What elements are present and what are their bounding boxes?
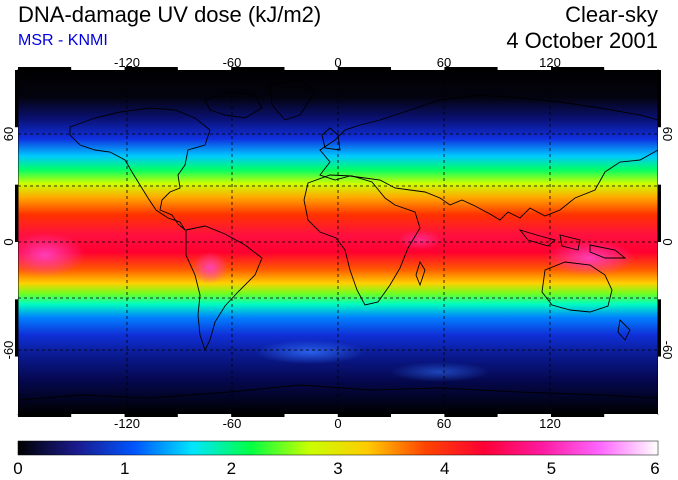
lat-label-right: -60: [660, 341, 675, 360]
frame-tick: [658, 299, 661, 357]
latitude-labels-right: 60 0 -60: [660, 127, 675, 360]
frame-tick: [658, 356, 661, 414]
frame-tick: [284, 414, 338, 417]
frame-tick: [658, 242, 661, 300]
frame-tick: [551, 414, 605, 417]
map-date: 4 October 2001: [506, 28, 658, 53]
frame-tick: [18, 67, 72, 70]
frame-tick: [391, 414, 445, 417]
colorbar-label: 5: [546, 459, 557, 478]
frame-tick: [15, 299, 18, 357]
lon-label-top: 0: [334, 55, 341, 70]
map-frame: [15, 67, 661, 417]
lon-label-bottom: -60: [223, 416, 242, 431]
frame-tick: [177, 414, 232, 417]
colorbar-label: 3: [333, 459, 343, 478]
colorbar-label: 4: [439, 459, 450, 478]
colorbar-label: 6: [650, 459, 660, 478]
colorbar-label: 0: [13, 459, 23, 478]
graticule: [18, 70, 658, 414]
lon-label-top: 120: [539, 55, 561, 70]
frame-tick: [15, 242, 18, 300]
frame-tick: [658, 184, 661, 242]
longitude-labels-bottom: -120 -60 0 60 120: [114, 416, 561, 431]
longitude-labels-top: -120 -60 0 60 120: [114, 55, 561, 70]
frame-tick: [658, 70, 661, 128]
frame-tick: [497, 414, 551, 417]
lat-label-right: 0: [660, 238, 675, 245]
sky-condition: Clear-sky: [565, 2, 658, 27]
lon-label-top: -60: [223, 55, 242, 70]
frame-tick: [391, 67, 445, 70]
frame-tick: [604, 414, 658, 417]
colorbar: [17, 440, 659, 456]
frame-tick: [124, 414, 178, 417]
frame-tick: [551, 67, 605, 70]
frame-tick: [444, 414, 498, 417]
frame-tick: [18, 414, 72, 417]
frame-tick: [231, 67, 285, 70]
lat-label-left: 60: [1, 127, 16, 141]
frame-tick: [337, 414, 392, 417]
lon-label-top: -120: [114, 55, 140, 70]
frame-tick: [177, 67, 232, 70]
frame-tick: [71, 414, 125, 417]
map-subtitle: MSR - KNMI: [18, 32, 108, 49]
frame-tick: [71, 67, 125, 70]
coastlines: [19, 79, 658, 401]
frame-tick: [231, 414, 285, 417]
frame-tick: [15, 356, 18, 414]
lon-label-bottom: 0: [334, 416, 341, 431]
map-title: DNA-damage UV dose (kJ/m2): [18, 2, 322, 27]
frame-tick: [604, 67, 658, 70]
frame-tick: [284, 67, 338, 70]
colorbar-label: 2: [226, 459, 237, 478]
lat-label-left: -60: [1, 341, 16, 360]
lat-label-right: 60: [660, 127, 675, 141]
frame-tick: [124, 67, 178, 70]
frame-tick: [15, 184, 18, 242]
lon-label-bottom: 120: [539, 416, 561, 431]
lat-label-left: 0: [1, 238, 16, 245]
lon-label-top: 60: [437, 55, 451, 70]
frame-tick: [15, 70, 18, 128]
lon-label-bottom: -120: [114, 416, 140, 431]
frame-tick: [444, 67, 498, 70]
frame-tick: [15, 127, 18, 185]
lon-label-bottom: 60: [437, 416, 451, 431]
frame-tick: [337, 67, 392, 70]
latitude-labels-left: 60 0 -60: [1, 127, 16, 360]
frame-tick: [658, 127, 661, 185]
colorbar-label: 1: [119, 459, 130, 478]
frame-tick: [497, 67, 551, 70]
